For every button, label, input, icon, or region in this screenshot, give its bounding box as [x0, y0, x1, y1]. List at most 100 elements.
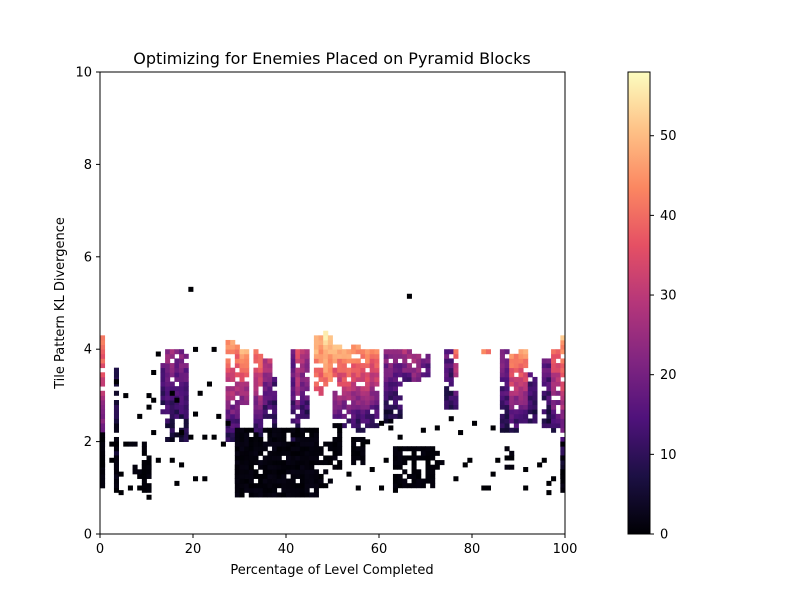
heatmap-cell: [351, 441, 357, 447]
heatmap-cell: [295, 372, 301, 378]
heatmap-cell: [295, 386, 301, 392]
heatmap-cell: [304, 469, 310, 475]
heatmap-cell: [253, 386, 259, 392]
heatmap-cell: [267, 441, 273, 447]
heatmap-cell: [290, 372, 296, 378]
heatmap-cell: [523, 485, 529, 491]
heatmap-cell: [309, 464, 315, 470]
heatmap-cell: [392, 473, 398, 479]
heatmap-cell: [262, 473, 268, 479]
heatmap-cell: [309, 478, 315, 484]
heatmap-cell: [165, 395, 171, 401]
heatmap-cell: [244, 395, 250, 401]
heatmap-cell: [523, 395, 529, 401]
heatmap-cell: [513, 358, 519, 364]
heatmap-cell: [402, 478, 408, 484]
heatmap-cell: [299, 404, 305, 410]
heatmap-cell: [100, 344, 106, 350]
heatmap-cell: [286, 455, 292, 461]
heatmap-cell: [541, 381, 547, 387]
heatmap-cell: [337, 395, 343, 401]
heatmap-cell: [369, 400, 375, 406]
heatmap-cell: [179, 363, 185, 369]
heatmap-cell: [541, 409, 547, 415]
heatmap-cell: [248, 446, 254, 452]
heatmap-cell: [230, 409, 236, 415]
heatmap-cell: [416, 376, 422, 382]
heatmap-cell: [234, 432, 240, 438]
heatmap-cell: [406, 376, 412, 382]
heatmap-cell: [253, 492, 259, 498]
heatmap-cell: [551, 404, 557, 410]
heatmap-cell: [100, 432, 106, 438]
heatmap-cell: [416, 446, 422, 452]
heatmap-cell: [193, 476, 199, 482]
heatmap-cell: [169, 427, 175, 433]
heatmap-cell: [402, 469, 408, 475]
heatmap-cell: [304, 464, 310, 470]
heatmap-cell: [234, 483, 240, 489]
heatmap-cell: [230, 390, 236, 396]
heatmap-cell: [546, 358, 552, 364]
heatmap-cell: [551, 476, 557, 482]
heatmap-cell: [518, 400, 524, 406]
heatmap-cell: [518, 372, 524, 378]
heatmap-cell: [276, 446, 282, 452]
heatmap-cell: [323, 349, 329, 355]
heatmap-cell: [420, 450, 426, 456]
heatmap-cell: [304, 353, 310, 359]
heatmap-cell: [253, 450, 259, 456]
heatmap-cell: [411, 455, 417, 461]
heatmap-cell: [299, 446, 305, 452]
heatmap-cell: [299, 441, 305, 447]
heatmap-cell: [253, 376, 259, 382]
heatmap-cell: [230, 413, 236, 419]
heatmap-cell: [188, 434, 194, 440]
heatmap-cell: [374, 358, 380, 364]
heatmap-cell: [402, 363, 408, 369]
heatmap-cell: [262, 395, 268, 401]
heatmap-cell: [448, 416, 454, 422]
heatmap-cell: [137, 473, 143, 479]
heatmap-cell: [444, 386, 450, 392]
heatmap-cell: [276, 478, 282, 484]
heatmap-cell: [425, 363, 431, 369]
heatmap-cell: [453, 367, 459, 373]
heatmap-cell: [165, 372, 171, 378]
heatmap-cell: [388, 425, 394, 431]
heatmap-cell: [174, 409, 180, 415]
heatmap-cell: [341, 404, 347, 410]
heatmap-cell: [100, 469, 106, 475]
heatmap-cell: [262, 400, 268, 406]
heatmap-cell: [113, 450, 119, 456]
heatmap-cell: [299, 409, 305, 415]
heatmap-cell: [355, 485, 361, 491]
heatmap-cell: [425, 353, 431, 359]
heatmap-cell: [504, 464, 510, 470]
heatmap-cell: [388, 418, 394, 424]
heatmap-cell: [304, 363, 310, 369]
heatmap-cell: [397, 363, 403, 369]
heatmap-cell: [327, 349, 333, 355]
heatmap-cell: [100, 339, 106, 345]
heatmap-cell: [392, 413, 398, 419]
heatmap-cell: [397, 395, 403, 401]
heatmap-cell: [290, 432, 296, 438]
heatmap-cell: [551, 349, 557, 355]
heatmap-cell: [323, 381, 329, 387]
heatmap-cell: [304, 473, 310, 479]
heatmap-cell: [369, 423, 375, 429]
heatmap-cell: [416, 473, 422, 479]
heatmap-cell: [383, 349, 389, 355]
heatmap-cell: [244, 363, 250, 369]
heatmap-cell: [341, 423, 347, 429]
heatmap-cell: [551, 372, 557, 378]
heatmap-cell: [323, 344, 329, 350]
heatmap-cell: [527, 409, 533, 415]
heatmap-cell: [234, 455, 240, 461]
heatmap-cell: [309, 492, 315, 498]
heatmap-cell: [374, 367, 380, 373]
heatmap-cell: [295, 432, 301, 438]
heatmap-cell: [100, 455, 106, 461]
y-axis: 0 2 4 6 8 10: [75, 66, 100, 543]
